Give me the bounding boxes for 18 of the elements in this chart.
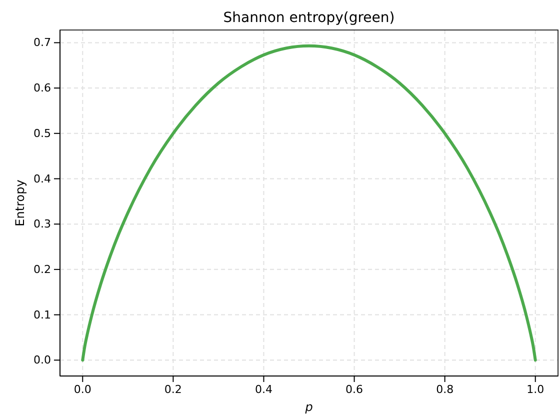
x-tick-label: 0.4 [254, 382, 272, 396]
y-tick-label: 0.1 [34, 308, 51, 322]
y-tick-label: 0.7 [34, 36, 51, 50]
y-tick-label: 0.0 [34, 354, 51, 367]
y-tick-label: 0.4 [34, 172, 51, 186]
x-tick-label: 1.0 [526, 382, 544, 396]
chart-title: Shannon entropy(green) [223, 10, 395, 26]
y-tick-label: 0.2 [34, 262, 51, 276]
y-tick-label: 0.6 [34, 82, 51, 95]
y-tick-label: 0.5 [34, 126, 51, 140]
x-axis-title: p [304, 400, 314, 414]
x-tick-label: 0.0 [74, 382, 92, 396]
x-tick-label: 0.8 [436, 382, 454, 396]
x-tick-label: 0.2 [164, 382, 182, 396]
x-tick-label: 0.6 [346, 382, 364, 396]
y-axis-title: Entropy [13, 180, 27, 226]
line-series [81, 44, 537, 362]
y-tick-label: 0.3 [34, 218, 51, 231]
